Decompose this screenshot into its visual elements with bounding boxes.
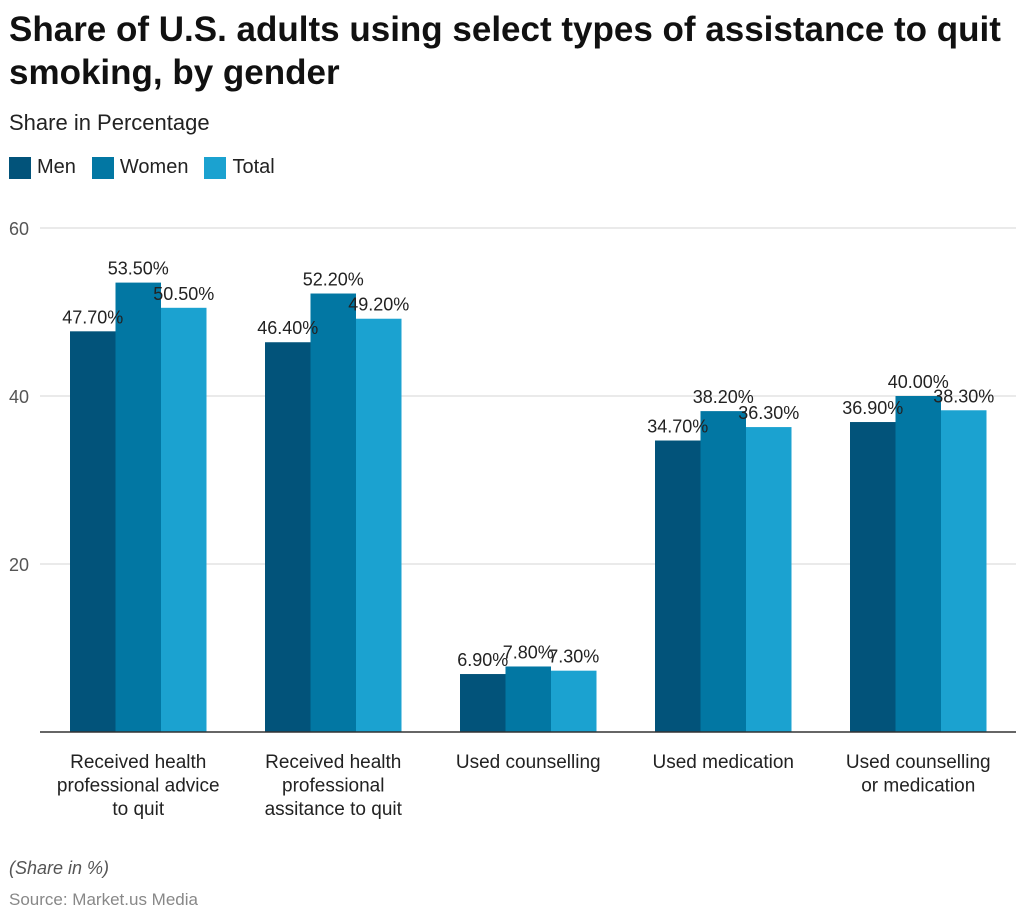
data-label-total-3: 36.30%: [738, 403, 799, 423]
x-tick-label-line: Received health: [265, 752, 401, 773]
bar-total-2: [551, 670, 597, 732]
bar-women-0: [115, 282, 161, 732]
data-label-men-1: 46.40%: [257, 318, 318, 338]
bar-men-3: [655, 440, 701, 732]
bar-men-0: [70, 331, 116, 732]
data-label-women-4: 40.00%: [888, 372, 949, 392]
data-label-men-3: 34.70%: [647, 417, 708, 437]
bar-men-2: [460, 674, 506, 732]
data-label-women-3: 38.20%: [693, 387, 754, 407]
legend-swatch-women: [91, 156, 114, 179]
y-tick-label-20: 20: [9, 555, 29, 575]
bar-total-0: [161, 307, 207, 732]
legend-item-total: Total: [204, 156, 275, 179]
bar-women-2: [505, 666, 551, 732]
y-tick-label-60: 60: [9, 219, 29, 239]
x-tick-label-line: Used counselling: [456, 752, 601, 773]
bar-total-3: [746, 427, 792, 732]
bar-women-4: [895, 396, 941, 732]
legend: Men Women Total: [9, 156, 291, 179]
x-tick-label-line: Used medication: [652, 752, 794, 773]
bar-total-1: [356, 318, 402, 732]
x-tick-label-4: Used counselling or medication: [846, 752, 991, 797]
x-tick-label-line: professional advice: [57, 776, 220, 797]
x-tick-label-line: or medication: [861, 776, 975, 797]
data-label-total-0: 50.50%: [153, 284, 214, 304]
legend-swatch-men: [9, 156, 31, 179]
legend-label-men: Men: [37, 156, 76, 178]
legend-swatch-total: [204, 156, 227, 179]
bar-men-1: [265, 342, 311, 732]
data-label-men-4: 36.90%: [842, 398, 903, 418]
x-tick-label-line: assitance to quit: [265, 799, 403, 820]
data-label-women-0: 53.50%: [108, 259, 169, 279]
x-tick-label-2: Used counselling: [456, 752, 601, 773]
data-label-total-1: 49.20%: [348, 295, 409, 315]
x-tick-label-line: to quit: [112, 799, 164, 820]
x-tick-label-0: Received health professional advice to qui…: [57, 752, 220, 820]
data-label-total-4: 38.30%: [933, 386, 994, 406]
bar-total-4: [941, 410, 987, 732]
x-tick-label-line: Used counselling: [846, 752, 991, 773]
data-label-men-0: 47.70%: [62, 307, 123, 327]
y-tick-label-40: 40: [9, 387, 29, 407]
bar-men-4: [850, 422, 896, 732]
source-text: Source: Market.us Media: [9, 890, 198, 909]
bar-women-1: [310, 293, 356, 732]
bar-women-3: [700, 411, 746, 732]
legend-label-women: Women: [119, 156, 189, 178]
data-label-women-1: 52.20%: [303, 270, 364, 290]
x-tick-label-1: Received health professional assitance to …: [265, 752, 403, 820]
data-label-total-2: 7.30%: [548, 647, 599, 667]
legend-item-men: Men: [9, 156, 76, 179]
x-tick-label-3: Used medication: [652, 752, 794, 773]
chart-title: Share of U.S. adults using select types …: [9, 10, 1001, 92]
data-label-men-2: 6.90%: [457, 650, 508, 670]
x-tick-label-line: professional: [282, 776, 384, 797]
data-label-women-2: 7.80%: [503, 642, 554, 662]
x-tick-label-line: Received health: [70, 752, 206, 773]
chart-subtitle: Share in Percentage: [9, 110, 210, 135]
legend-item-women: Women: [91, 156, 189, 179]
legend-label-total: Total: [232, 156, 275, 178]
chart-note: (Share in %): [9, 858, 110, 878]
